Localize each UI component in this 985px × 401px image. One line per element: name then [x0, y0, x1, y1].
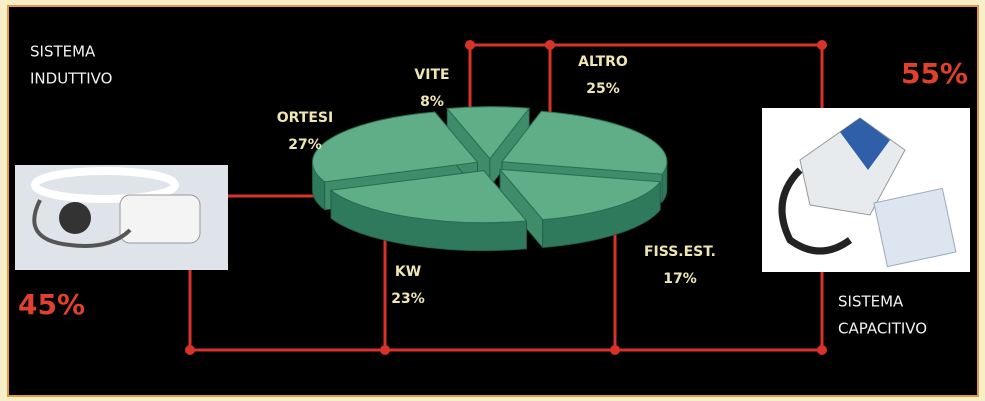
junction	[465, 40, 475, 50]
slice-label: ALTRO	[578, 54, 628, 70]
slice-top	[311, 111, 479, 183]
slice-label: VITE	[414, 67, 449, 83]
device-part	[31, 167, 179, 203]
junction	[545, 40, 555, 50]
slice	[329, 169, 528, 252]
slice-value-label: 17%	[663, 271, 697, 287]
group-name: CAPACITIVO	[838, 320, 927, 338]
junction	[610, 345, 620, 355]
slice-value-label: 23%	[391, 291, 425, 307]
junction	[817, 40, 827, 50]
group-name: SISTEMA	[838, 293, 904, 311]
slice-top	[501, 110, 668, 175]
slice-top	[446, 106, 531, 160]
slice-value-label: 27%	[288, 137, 322, 153]
inductive-device-image	[15, 165, 228, 270]
group-share: 45%	[18, 288, 85, 321]
junction	[380, 345, 390, 355]
slice-label: KW	[395, 264, 421, 280]
slice-value-label: 8%	[420, 94, 444, 110]
group-name: SISTEMA	[30, 43, 96, 61]
slice	[498, 168, 662, 249]
connector	[468, 43, 824, 140]
capacitive-device-image	[762, 108, 970, 272]
slice-value-label: 25%	[586, 81, 620, 97]
device-part	[840, 118, 890, 170]
device-cable	[778, 167, 853, 255]
group-share: 55%	[901, 57, 968, 90]
electrode-pads	[873, 187, 957, 268]
pie	[311, 106, 668, 252]
slice-label: FISS.EST.	[644, 244, 716, 260]
junction	[185, 345, 195, 355]
slice-top	[498, 168, 662, 221]
device-cable	[32, 199, 132, 248]
group-name: INDUTTIVO	[30, 70, 112, 88]
slice-top	[329, 170, 528, 224]
device-part	[119, 194, 201, 244]
junction	[817, 345, 827, 355]
slice	[446, 106, 531, 188]
device-part	[59, 202, 91, 234]
connector	[188, 270, 824, 352]
slice-label: ORTESI	[277, 110, 333, 126]
